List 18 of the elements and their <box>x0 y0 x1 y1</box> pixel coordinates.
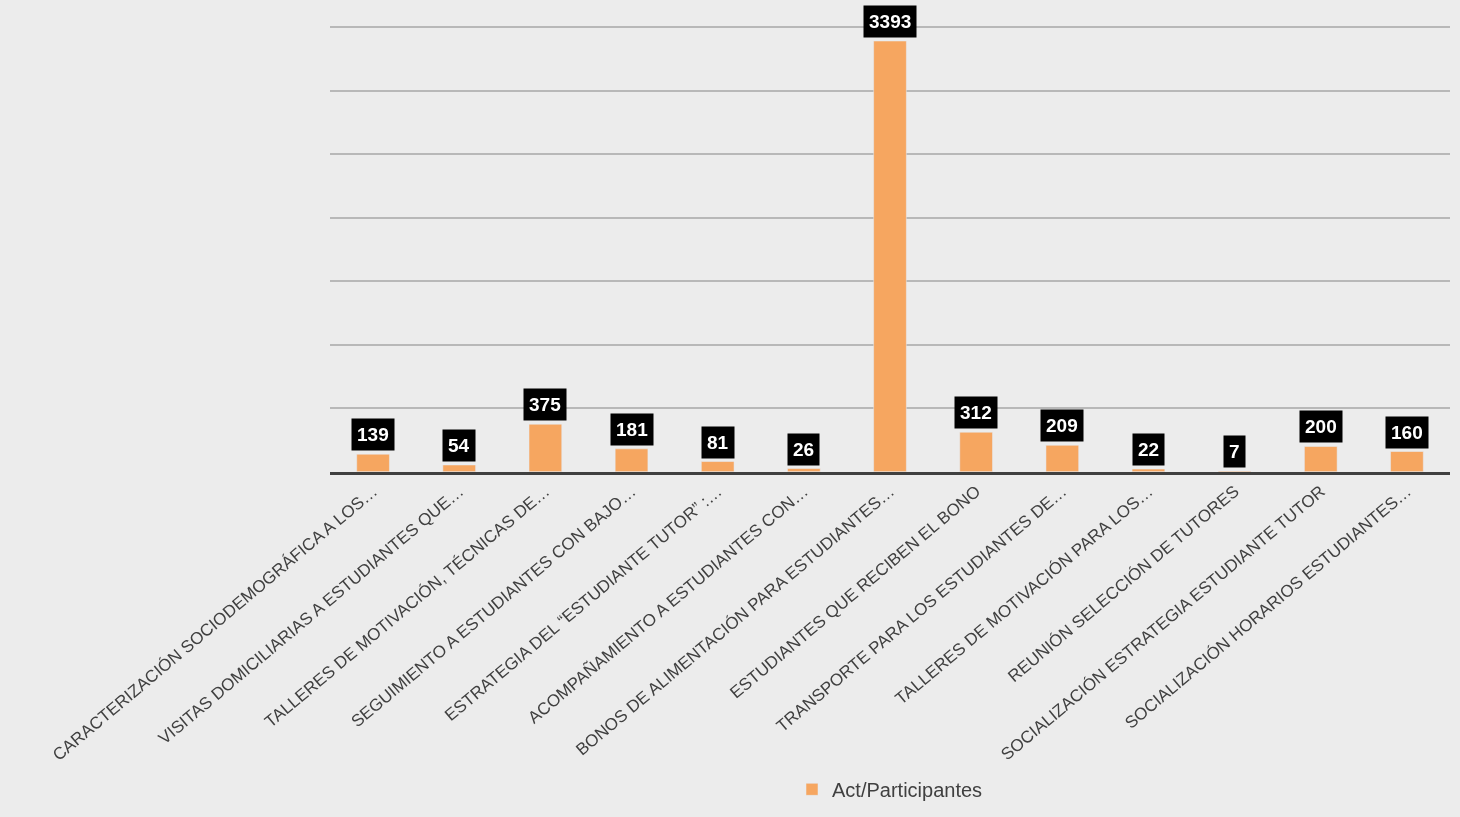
legend-label: Act/Participantes <box>832 779 983 802</box>
data-label: 3393 <box>869 11 912 32</box>
data-label: 54 <box>448 435 470 456</box>
data-label: 181 <box>616 419 649 440</box>
data-label: 209 <box>1046 415 1078 436</box>
bar <box>442 464 476 472</box>
bar <box>1304 446 1338 472</box>
data-label: 200 <box>1305 416 1337 437</box>
data-label: 160 <box>1391 422 1423 443</box>
data-label: 22 <box>1138 439 1160 460</box>
data-label: 375 <box>529 394 562 415</box>
data-label: 81 <box>707 432 729 453</box>
data-label: 7 <box>1229 441 1240 462</box>
data-label: 312 <box>960 402 992 423</box>
data-label: 139 <box>357 424 389 445</box>
bar <box>1131 468 1166 472</box>
bar <box>1045 445 1079 472</box>
data-label: 26 <box>793 439 815 460</box>
